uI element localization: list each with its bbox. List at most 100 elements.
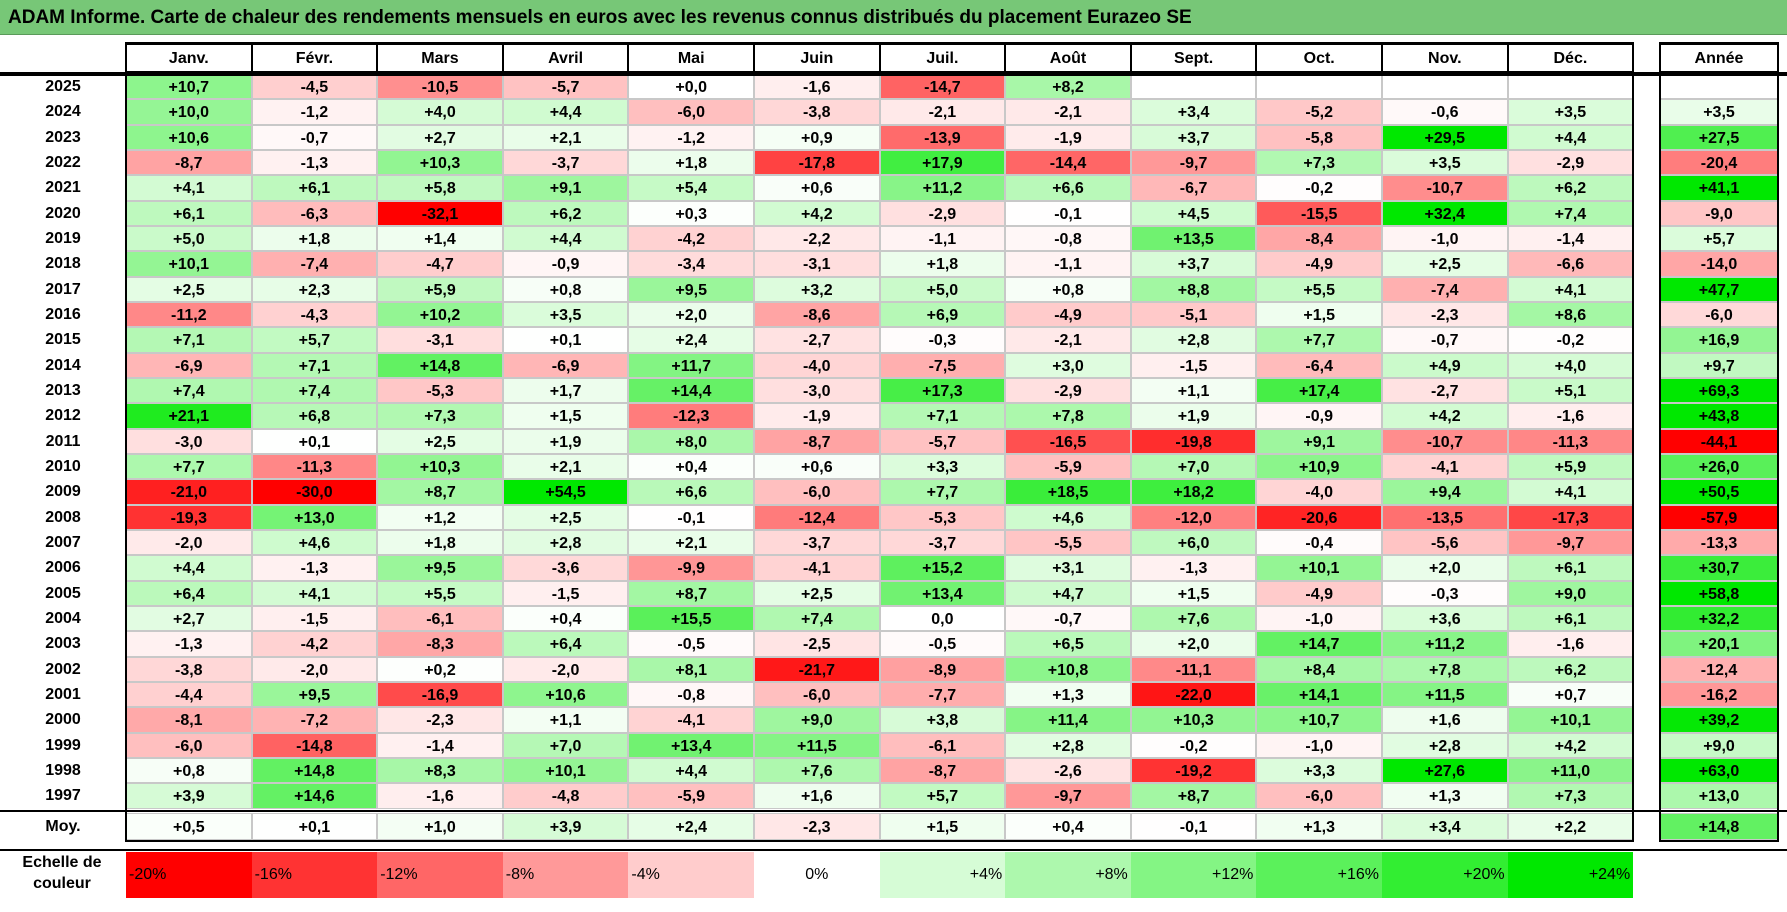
heatmap-cell: -1,9 bbox=[754, 403, 880, 429]
heatmap-cell: +9,5 bbox=[628, 276, 754, 302]
heatmap-cell: -11,3 bbox=[251, 453, 378, 480]
heatmap-cell: -2,1 bbox=[1005, 327, 1131, 353]
year-label: 2010 bbox=[0, 453, 126, 480]
color-scale-swatch: -4% bbox=[628, 852, 754, 898]
heatmap-cell: +15,2 bbox=[879, 555, 1006, 581]
heatmap-cell: -4,7 bbox=[377, 251, 503, 277]
heatmap-cell: +1,5 bbox=[502, 403, 629, 429]
heatmap-cell: +3,8 bbox=[879, 707, 1006, 733]
heatmap-cell: +3,3 bbox=[1256, 757, 1382, 784]
heatmap-cell: -8,4 bbox=[1256, 225, 1382, 252]
heatmap-cell: +7,0 bbox=[1130, 453, 1257, 480]
heatmap-cell: +5,5 bbox=[1256, 276, 1382, 302]
heatmap-cell: +3,5 bbox=[1382, 149, 1508, 176]
heatmap-cell: +0,9 bbox=[754, 124, 880, 150]
heatmap-cell: +2,5 bbox=[377, 428, 503, 454]
average-cell: +2,2 bbox=[1507, 812, 1634, 840]
annual-cell: +41,1 bbox=[1660, 175, 1778, 201]
heatmap-cell: +3,7 bbox=[1130, 251, 1257, 277]
heatmap-cell: +9,4 bbox=[1382, 479, 1508, 505]
heatmap-cell: +4,2 bbox=[1382, 403, 1508, 429]
heatmap-cell: -3,8 bbox=[754, 99, 880, 125]
average-cell: +1,0 bbox=[377, 812, 503, 840]
heatmap-cell: +7,1 bbox=[126, 327, 252, 353]
heatmap-cell: +9,5 bbox=[377, 555, 503, 581]
heatmap-cell: +3,5 bbox=[1507, 99, 1634, 125]
heatmap-cell: -2,9 bbox=[879, 200, 1006, 226]
heatmap-cell: +7,4 bbox=[1507, 200, 1634, 226]
annual-cell: +63,0 bbox=[1660, 757, 1778, 784]
heatmap-cell: -5,7 bbox=[879, 428, 1006, 454]
heatmap-cell: +0,2 bbox=[377, 656, 503, 682]
heatmap-cell: -12,0 bbox=[1130, 504, 1257, 530]
annual-cell: -12,4 bbox=[1660, 656, 1778, 682]
heatmap-cell: +6,0 bbox=[1130, 529, 1257, 556]
heatmap-cell: -4,1 bbox=[1382, 453, 1508, 480]
heatmap-cell: -3,4 bbox=[628, 251, 754, 277]
heatmap-cell: -0,8 bbox=[1005, 225, 1131, 252]
heatmap-cell: -0,1 bbox=[1005, 200, 1131, 226]
heatmap-cell: -10,7 bbox=[1382, 175, 1508, 201]
heatmap-cell: -4,1 bbox=[754, 555, 880, 581]
heatmap-cell bbox=[1382, 74, 1508, 100]
color-scale-swatch: +24% bbox=[1507, 852, 1634, 898]
heatmap-cell: -3,8 bbox=[126, 656, 252, 682]
heatmap-cell: +2,0 bbox=[1382, 555, 1508, 581]
year-label: 2002 bbox=[0, 656, 126, 682]
average-cell: +0,5 bbox=[126, 812, 252, 840]
heatmap-cell: -0,8 bbox=[628, 681, 754, 708]
heatmap-cell: +1,5 bbox=[1256, 301, 1382, 328]
heatmap-cell: +6,4 bbox=[502, 631, 629, 657]
average-cell: +3,9 bbox=[502, 812, 629, 840]
heatmap-cell: +9,1 bbox=[1256, 428, 1382, 454]
heatmap-cell: +1,8 bbox=[628, 149, 754, 176]
heatmap-cell: +4,4 bbox=[628, 757, 754, 784]
heatmap-cell: -1,3 bbox=[126, 631, 252, 657]
heatmap-cell: +10,7 bbox=[1256, 707, 1382, 733]
heatmap-cell: -4,9 bbox=[1256, 580, 1382, 606]
heatmap-cell: +27,6 bbox=[1382, 757, 1508, 784]
average-annual-cell: +14,8 bbox=[1660, 812, 1778, 840]
heatmap-cell: -3,1 bbox=[377, 327, 503, 353]
heatmap-cell: +3,6 bbox=[1382, 605, 1508, 632]
heatmap-cell: +7,3 bbox=[1256, 149, 1382, 176]
color-scale-swatch: +4% bbox=[879, 852, 1006, 898]
heatmap-cell: +5,9 bbox=[1507, 453, 1634, 480]
heatmap-cell: +4,4 bbox=[502, 225, 629, 252]
heatmap-cell: -4,0 bbox=[754, 352, 880, 378]
heatmap-cell: +8,3 bbox=[377, 757, 503, 784]
average-cell: +0,1 bbox=[251, 812, 378, 840]
heatmap-cell: -4,8 bbox=[502, 783, 629, 809]
year-label: 1997 bbox=[0, 783, 126, 809]
heatmap-cell: +2,8 bbox=[502, 529, 629, 556]
heatmap-cell: -1,1 bbox=[879, 225, 1006, 252]
heatmap-cell: +6,2 bbox=[502, 200, 629, 226]
heatmap-cell: +4,1 bbox=[1507, 276, 1634, 302]
heatmap-cell: +10,6 bbox=[502, 681, 629, 708]
heatmap-cell: +1,8 bbox=[377, 529, 503, 556]
heatmap-cell: -6,1 bbox=[377, 605, 503, 632]
heatmap-cell: -19,8 bbox=[1130, 428, 1257, 454]
heatmap-cell: +2,7 bbox=[377, 124, 503, 150]
heatmap-cell: +1,3 bbox=[1005, 681, 1131, 708]
color-scale-swatch: 0% bbox=[754, 852, 880, 898]
heatmap-cell: -1,6 bbox=[1507, 631, 1634, 657]
heatmap-cell: +14,8 bbox=[377, 352, 503, 378]
heatmap-cell: +8,0 bbox=[628, 428, 754, 454]
heatmap-cell: +2,0 bbox=[628, 301, 754, 328]
heatmap-cell: -1,5 bbox=[502, 580, 629, 606]
heatmap-cell: -16,5 bbox=[1005, 428, 1131, 454]
color-scale-swatch: +20% bbox=[1382, 852, 1508, 898]
year-label: 2011 bbox=[0, 428, 126, 454]
heatmap-cell: +5,0 bbox=[126, 225, 252, 252]
heatmap-cell: -8,7 bbox=[879, 757, 1006, 784]
heatmap-cell: -11,2 bbox=[126, 301, 252, 328]
heatmap-cell: +4,4 bbox=[126, 555, 252, 581]
year-label: 2018 bbox=[0, 251, 126, 277]
heatmap-cell: -17,8 bbox=[754, 149, 880, 176]
month-header: Nov. bbox=[1382, 44, 1508, 72]
heatmap-cell: -0,2 bbox=[1130, 732, 1257, 758]
heatmap-cell: +3,4 bbox=[1130, 99, 1257, 125]
heatmap-cell: -6,9 bbox=[502, 352, 629, 378]
heatmap-cell: +5,1 bbox=[1507, 377, 1634, 404]
